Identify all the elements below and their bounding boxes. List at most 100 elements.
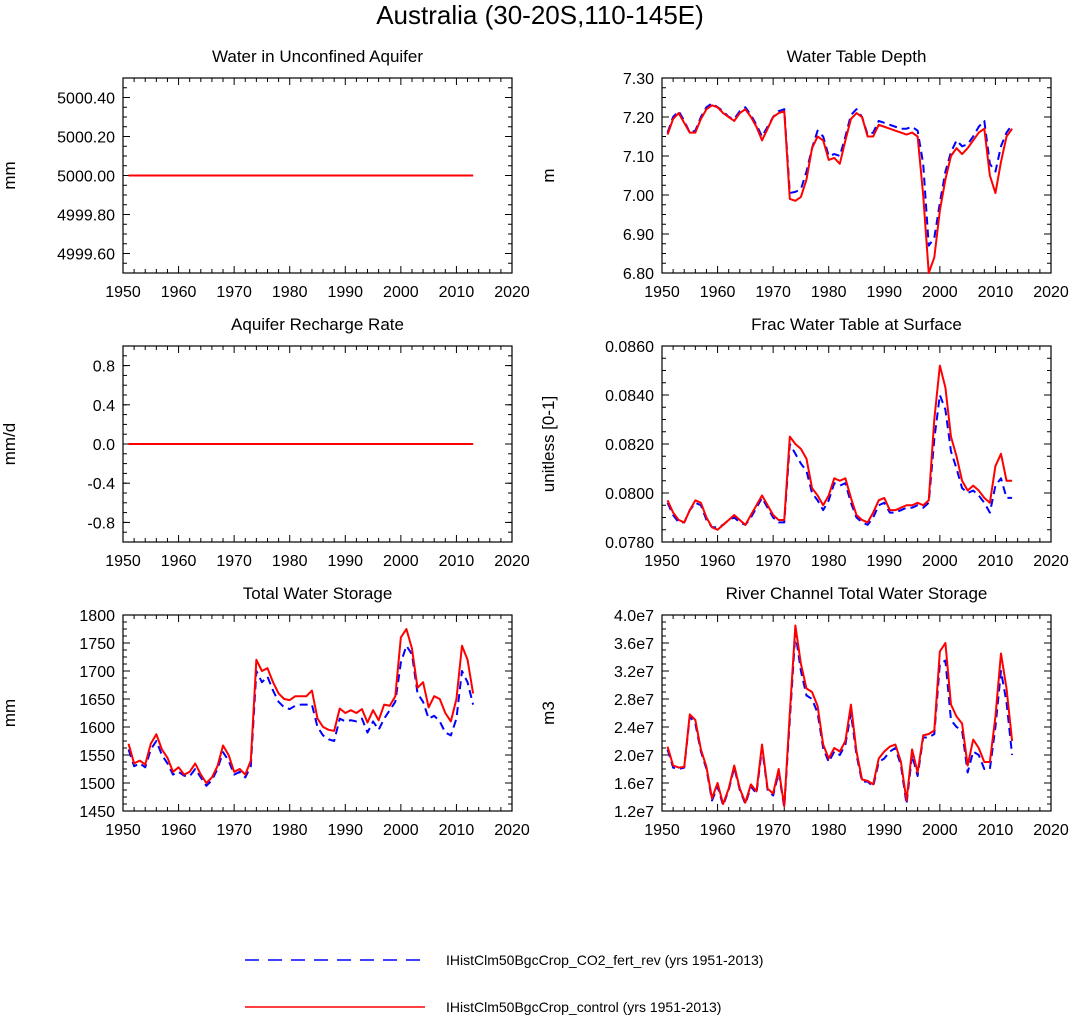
x-tick-label: 1970 <box>216 284 252 301</box>
x-tick-label: 1990 <box>866 822 902 839</box>
x-tick-label: 2000 <box>383 553 419 570</box>
x-tick-label: 2010 <box>439 822 475 839</box>
y-tick-label: 0.0780 <box>605 535 654 552</box>
panel-title: Total Water Storage <box>243 584 393 603</box>
legend: IHistClm50BgcCrop_CO2_fert_rev (yrs 1951… <box>245 952 763 1015</box>
panel-title: Frac Water Table at Surface <box>751 315 962 334</box>
x-tick-label: 2000 <box>922 822 958 839</box>
x-tick-label: 1980 <box>272 284 308 301</box>
x-tick-label: 1960 <box>700 553 736 570</box>
y-tick-label: 2.0e7 <box>614 748 654 765</box>
x-tick-label: 2010 <box>439 284 475 301</box>
y-tick-label: 0.4 <box>93 398 115 415</box>
y-tick-label: 1500 <box>79 776 115 793</box>
legend-label-control: IHistClm50BgcCrop_control (yrs 1951-2013… <box>446 999 721 1015</box>
y-tick-label: 6.80 <box>623 266 654 283</box>
x-tick-label: 1960 <box>161 553 197 570</box>
panel-water-table-depth: Water Table Depth m 1950 1960 1970 1980 1990 20… <box>539 47 1069 301</box>
y-tick-label: 0.0800 <box>605 486 654 503</box>
y-tick-label: 7.30 <box>623 71 654 88</box>
x-tick-label: 1950 <box>644 822 680 839</box>
panel-title: Water Table Depth <box>787 47 927 66</box>
y-tick-label: 1800 <box>79 608 115 625</box>
series-line-co2-fert-rev <box>666 102 1013 247</box>
panel-title: Water in Unconfined Aquifer <box>212 47 423 66</box>
y-tick-label: 3.2e7 <box>614 664 654 681</box>
legend-label-co2-fert-rev: IHistClm50BgcCrop_CO2_fert_rev (yrs 1951… <box>446 952 763 968</box>
x-tick-label: 2010 <box>978 822 1014 839</box>
y-tick-label: 2.4e7 <box>614 720 654 737</box>
x-tick-label: 1990 <box>327 822 363 839</box>
series-line-control <box>127 628 475 784</box>
series-line-control <box>666 104 1013 274</box>
y-tick-label: 4999.80 <box>57 208 115 225</box>
y-tick-label: 1550 <box>79 748 115 765</box>
x-tick-label: 2020 <box>494 822 530 839</box>
y-tick-label: 0.8 <box>93 359 115 376</box>
y-tick-label: 1700 <box>79 664 115 681</box>
y-tick-label: 1450 <box>79 804 115 821</box>
x-tick-label: 2010 <box>978 553 1014 570</box>
y-tick-label: -0.4 <box>87 476 115 493</box>
x-tick-label: 1950 <box>644 284 680 301</box>
y-tick-label: 3.6e7 <box>614 636 654 653</box>
x-tick-label: 2020 <box>1033 822 1069 839</box>
x-tick-label: 1970 <box>216 822 252 839</box>
panel-title: River Channel Total Water Storage <box>726 584 988 603</box>
y-axis-label: m <box>539 168 558 182</box>
x-tick-label: 1950 <box>105 553 141 570</box>
y-tick-label: 1750 <box>79 636 115 653</box>
x-tick-label: 1950 <box>105 284 141 301</box>
y-tick-label: 2.8e7 <box>614 692 654 709</box>
y-tick-label: 1.2e7 <box>614 804 654 821</box>
x-tick-label: 2000 <box>383 284 419 301</box>
series-line-control <box>666 624 1014 808</box>
x-tick-label: 1950 <box>644 553 680 570</box>
panels: Water in Unconfined Aquifer mm 1950 1960 197… <box>0 47 1069 839</box>
panel-total-water-storage: Total Water Storage mm 1950 1960 1970 1980 199… <box>0 584 530 839</box>
y-tick-label: 6.90 <box>623 227 654 244</box>
x-tick-label: 1980 <box>272 822 308 839</box>
x-tick-label: 2020 <box>494 284 530 301</box>
y-axis-label: m3 <box>539 701 558 725</box>
series-line-co2-fert-rev <box>666 394 1013 529</box>
y-tick-label: 0.0 <box>93 437 115 454</box>
y-tick-label: -0.8 <box>87 515 115 532</box>
y-tick-label: 4.0e7 <box>614 608 654 625</box>
y-axis-label: mm/d <box>0 423 19 466</box>
y-tick-label: 5000.00 <box>57 169 115 186</box>
plot-frame <box>661 614 1052 812</box>
panel-aquifer-recharge-rate: Aquifer Recharge Rate mm/d 1950 1960 1970 198… <box>0 315 530 570</box>
x-tick-label: 2020 <box>1033 553 1069 570</box>
x-tick-label: 1990 <box>327 553 363 570</box>
y-tick-label: 7.00 <box>623 188 654 205</box>
plot-frame <box>661 77 1052 274</box>
y-tick-label: 7.10 <box>623 149 654 166</box>
x-tick-label: 1960 <box>700 822 736 839</box>
x-tick-label: 2000 <box>383 822 419 839</box>
y-tick-label: 0.0860 <box>605 339 654 356</box>
x-tick-label: 1980 <box>811 284 847 301</box>
x-tick-label: 1980 <box>811 822 847 839</box>
y-axis-label: unitless [0-1] <box>539 396 558 492</box>
y-tick-label: 0.0840 <box>605 388 654 405</box>
y-tick-label: 1650 <box>79 692 115 709</box>
x-tick-label: 1990 <box>327 284 363 301</box>
y-tick-label: 5000.40 <box>57 91 115 108</box>
x-tick-label: 1960 <box>161 822 197 839</box>
x-tick-label: 1960 <box>161 284 197 301</box>
x-tick-label: 1970 <box>755 284 791 301</box>
y-tick-label: 4999.60 <box>57 247 115 264</box>
x-tick-label: 1990 <box>866 284 902 301</box>
y-axis-label: mm <box>0 699 19 727</box>
x-tick-label: 1980 <box>272 553 308 570</box>
x-tick-label: 2000 <box>922 284 958 301</box>
x-tick-label: 1950 <box>105 822 141 839</box>
y-axis-label: mm <box>0 161 19 189</box>
x-tick-label: 1990 <box>866 553 902 570</box>
y-tick-label: 1600 <box>79 720 115 737</box>
figure-title: Australia (30-20S,110-145E) <box>376 0 704 30</box>
panel-water-in-unconfined-aquifer: Water in Unconfined Aquifer mm 1950 1960 197… <box>0 47 530 301</box>
